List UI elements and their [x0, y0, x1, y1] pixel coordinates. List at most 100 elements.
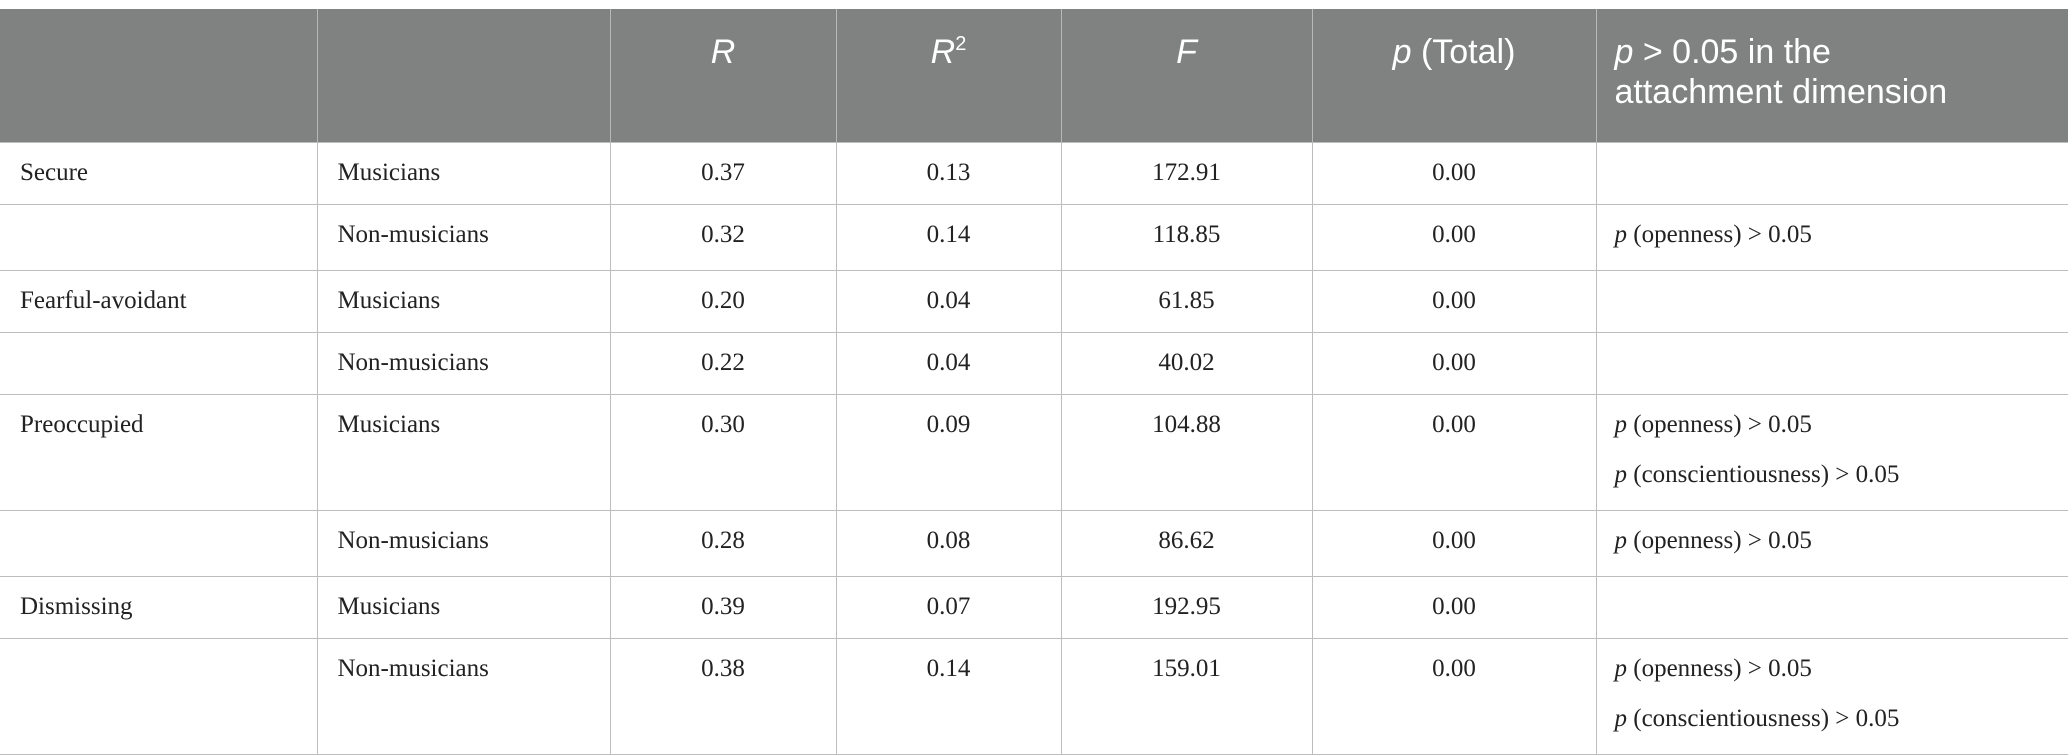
- r-squared-cell: 0.13: [836, 143, 1061, 205]
- r-squared-cell: 0.14: [836, 205, 1061, 271]
- attachment-style-cell: Dismissing: [0, 577, 317, 639]
- r-cell: 0.28: [610, 511, 836, 577]
- group-cell: Non-musicians: [317, 511, 610, 577]
- header-r-squared: R2: [836, 9, 1061, 143]
- header-attachment-dimension-text: attachment dimension: [1615, 73, 1948, 111]
- group-cell: Musicians: [317, 143, 610, 205]
- group-cell: Non-musicians: [317, 205, 610, 271]
- header-f: F: [1061, 9, 1312, 143]
- note-p-symbol: p: [1615, 655, 1628, 682]
- p-attachment-notes-cell: [1596, 577, 2068, 639]
- r-cell: 0.20: [610, 271, 836, 333]
- p-attachment-notes-cell: [1596, 333, 2068, 395]
- attachment-style-cell: [0, 511, 317, 577]
- r-squared-cell: 0.07: [836, 577, 1061, 639]
- group-cell: Musicians: [317, 577, 610, 639]
- p-total-cell: 0.00: [1312, 205, 1596, 271]
- r-cell: 0.22: [610, 333, 836, 395]
- p-total-cell: 0.00: [1312, 271, 1596, 333]
- header-r: R: [610, 9, 836, 143]
- note-line: p (openness) > 0.05: [1615, 526, 2068, 576]
- note-p-symbol: p: [1615, 411, 1628, 438]
- p-attachment-notes-cell: [1596, 271, 2068, 333]
- r-squared-cell: 0.04: [836, 271, 1061, 333]
- header-attachment-style: [0, 9, 317, 143]
- p-attachment-notes-cell: p (openness) > 0.05: [1596, 205, 2068, 271]
- p-total-cell: 0.00: [1312, 639, 1596, 755]
- group-cell: Musicians: [317, 271, 610, 333]
- r-cell: 0.37: [610, 143, 836, 205]
- r-squared-cell: 0.14: [836, 639, 1061, 755]
- attachment-style-cell: [0, 333, 317, 395]
- attachment-style-cell: Preoccupied: [0, 395, 317, 511]
- note-line: p (conscientiousness) > 0.05: [1615, 704, 2068, 754]
- note-text: (conscientiousness) > 0.05: [1627, 461, 1899, 488]
- header-p-total: p (Total): [1312, 9, 1596, 143]
- r-squared-cell: 0.09: [836, 395, 1061, 511]
- p-total-cell: 0.00: [1312, 333, 1596, 395]
- group-cell: Musicians: [317, 395, 610, 511]
- note-text: (openness) > 0.05: [1627, 527, 1812, 554]
- p-attachment-notes-cell: p (openness) > 0.05: [1596, 511, 2068, 577]
- header-r2-base: R: [931, 33, 956, 71]
- f-cell: 104.88: [1061, 395, 1312, 511]
- header-group: [317, 9, 610, 143]
- f-cell: 159.01: [1061, 639, 1312, 755]
- p-total-cell: 0.00: [1312, 511, 1596, 577]
- header-f-label: F: [1176, 33, 1197, 71]
- f-cell: 86.62: [1061, 511, 1312, 577]
- r-squared-cell: 0.08: [836, 511, 1061, 577]
- note-p-symbol: p: [1615, 221, 1628, 248]
- note-text: (openness) > 0.05: [1627, 411, 1812, 438]
- p-total-cell: 0.00: [1312, 577, 1596, 639]
- header-p-symbol-2: p: [1615, 33, 1634, 71]
- r-cell: 0.38: [610, 639, 836, 755]
- p-total-cell: 0.00: [1312, 143, 1596, 205]
- f-cell: 172.91: [1061, 143, 1312, 205]
- attachment-style-cell: [0, 205, 317, 271]
- note-line: p (openness) > 0.05: [1615, 410, 2068, 460]
- note-text: (openness) > 0.05: [1627, 655, 1812, 682]
- note-p-symbol: p: [1615, 705, 1628, 732]
- r-cell: 0.30: [610, 395, 836, 511]
- r-squared-cell: 0.04: [836, 333, 1061, 395]
- attachment-style-cell: [0, 639, 317, 755]
- attachment-style-cell: Secure: [0, 143, 317, 205]
- note-line: p (conscientiousness) > 0.05: [1615, 460, 2068, 510]
- header-p-threshold-text: > 0.05 in the: [1633, 33, 1831, 71]
- header-r2-superscript: 2: [955, 33, 966, 55]
- f-cell: 61.85: [1061, 271, 1312, 333]
- p-attachment-notes-cell: [1596, 143, 2068, 205]
- header-p-symbol: p: [1393, 33, 1412, 71]
- f-cell: 40.02: [1061, 333, 1312, 395]
- f-cell: 118.85: [1061, 205, 1312, 271]
- note-text: (openness) > 0.05: [1627, 221, 1812, 248]
- note-line: p (openness) > 0.05: [1615, 654, 2068, 704]
- note-p-symbol: p: [1615, 527, 1628, 554]
- note-line: p (openness) > 0.05: [1615, 220, 2068, 270]
- f-cell: 192.95: [1061, 577, 1312, 639]
- r-cell: 0.32: [610, 205, 836, 271]
- note-text: (conscientiousness) > 0.05: [1627, 705, 1899, 732]
- header-r-label: R: [711, 33, 736, 71]
- note-p-symbol: p: [1615, 461, 1628, 488]
- group-cell: Non-musicians: [317, 333, 610, 395]
- p-total-cell: 0.00: [1312, 395, 1596, 511]
- group-cell: Non-musicians: [317, 639, 610, 755]
- r-cell: 0.39: [610, 577, 836, 639]
- attachment-style-cell: Fearful-avoidant: [0, 271, 317, 333]
